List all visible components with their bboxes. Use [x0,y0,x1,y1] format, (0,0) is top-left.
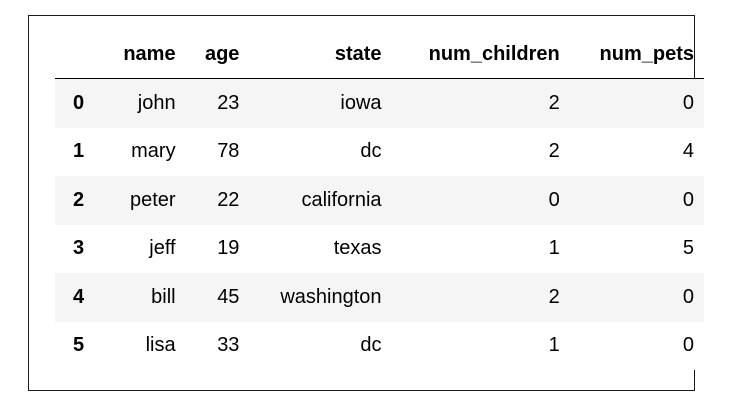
cell-num-pets: 5 [682,237,694,260]
table-row: 1 mary 78 dc 2 4 [55,127,704,176]
dataframe-output: name age state num_children num_pets 0 j… [28,15,704,391]
row-index: 3 [73,237,85,260]
cell-num-pets: 0 [682,91,694,114]
cell-num-children: 2 [548,91,560,114]
dataframe-table: name age state num_children num_pets 0 j… [55,30,704,370]
table-row: 0 john 23 iowa 2 0 [55,78,704,128]
cell-num-pets: 0 [682,334,694,357]
table-body: 0 john 23 iowa 2 0 1 mary 78 dc 2 4 2 pe… [55,78,704,370]
cell-state: iowa [340,91,382,114]
cell-name: mary [131,140,176,163]
column-header-state: state [249,30,392,79]
cell-num-pets: 0 [682,188,694,211]
column-header-num-pets: num_pets [569,30,704,79]
index-header [55,30,101,79]
row-index: 5 [73,334,85,357]
cell-state: washington [280,285,382,308]
cell-state: california [301,188,382,211]
row-index: 0 [73,91,85,114]
cell-state: dc [360,140,382,163]
header-row: name age state num_children num_pets [55,30,704,79]
row-index: 2 [73,188,85,211]
table-row: 5 lisa 33 dc 1 0 [55,321,704,370]
table-row: 2 peter 22 california 0 0 [55,176,704,225]
cell-state: texas [333,237,382,260]
cell-age: 45 [217,285,240,308]
column-header-name: name [100,30,186,79]
cell-num-children: 2 [548,140,560,163]
cell-age: 33 [217,334,240,357]
cell-num-children: 1 [548,334,560,357]
cell-num-children: 2 [548,285,560,308]
cell-state: dc [360,334,382,357]
cell-age: 19 [217,237,240,260]
table-row: 3 jeff 19 texas 1 5 [55,224,704,273]
cell-num-children: 0 [548,188,560,211]
table-row: 4 bill 45 washington 2 0 [55,273,704,322]
cell-name: john [137,91,176,114]
table-header: name age state num_children num_pets [55,30,704,79]
cell-age: 22 [217,188,240,211]
cell-age: 78 [217,140,240,163]
column-header-age: age [185,30,250,79]
row-index: 1 [73,140,85,163]
cell-num-pets: 0 [682,285,694,308]
column-header-num-children: num_children [391,30,570,79]
cell-num-children: 1 [548,237,560,260]
cell-name: jeff [149,237,176,260]
cell-name: lisa [145,334,176,357]
cell-name: peter [129,188,176,211]
cell-name: bill [151,285,176,308]
cell-age: 23 [217,91,240,114]
row-index: 4 [73,285,85,308]
cell-num-pets: 4 [682,140,694,163]
